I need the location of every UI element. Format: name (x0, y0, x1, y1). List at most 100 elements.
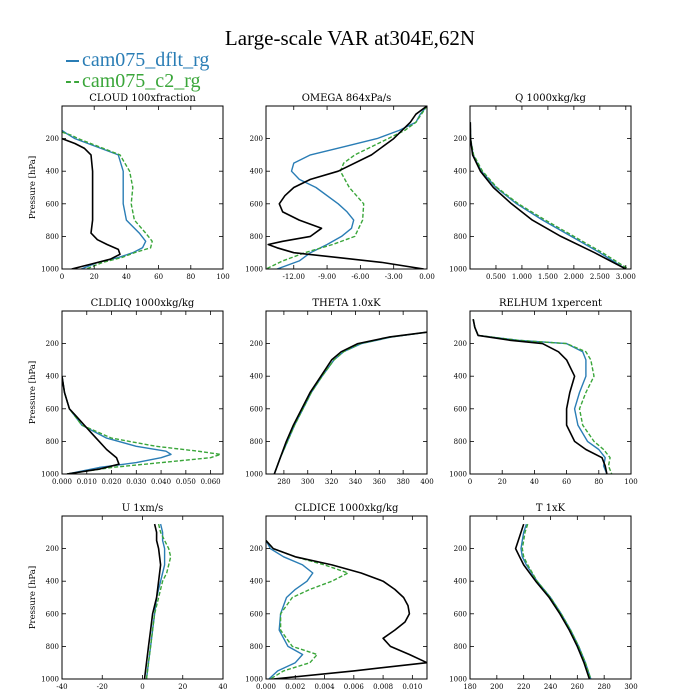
series-dflt-line (266, 540, 314, 679)
legend-swatch (66, 60, 79, 63)
x-tick-label: 0.030 (126, 478, 146, 486)
series-c2-line (470, 122, 629, 269)
y-tick-label: 400 (46, 168, 59, 176)
y-tick-label: 800 (46, 438, 59, 446)
x-tick-label: 80 (186, 273, 195, 281)
y-tick-label: 200 (454, 135, 467, 143)
y-tick-label: 1000 (449, 676, 467, 684)
y-tick-label: 400 (454, 578, 467, 586)
x-tick-label: 180 (463, 683, 476, 691)
x-tick-label: 380 (396, 478, 409, 486)
y-tick-label: 200 (46, 545, 59, 553)
x-tick-label: -12.00 (283, 273, 305, 281)
panel-title: T 1xK (536, 503, 566, 514)
legend-label: cam075_c2_rg (82, 70, 201, 92)
y-tick-label: 600 (250, 405, 263, 413)
series-group (266, 539, 427, 679)
x-tick-label: 0 (60, 273, 64, 281)
y-tick-label: 200 (250, 545, 263, 553)
panel-4: CLDLIQ 1000xkg/kg 0.000 0.010 0.020 0.030 0.0… (28, 298, 224, 486)
y-tick-label: 800 (454, 643, 467, 651)
x-tick-label: 0.060 (201, 478, 221, 486)
y-tick-label: 600 (454, 610, 467, 618)
series-group (266, 106, 427, 269)
x-tick-label: 0.000 (256, 683, 276, 691)
y-tick-label: 800 (454, 233, 467, 241)
y-tick-label: 1000 (41, 471, 59, 479)
series-group (472, 318, 613, 474)
legend-entry-c2: cam075_c2_rg (66, 70, 201, 93)
y-tick-label: 400 (250, 168, 263, 176)
series-group (143, 523, 172, 679)
plot-frame (469, 105, 632, 270)
series-control-line (470, 122, 627, 269)
x-tick-label: 240 (544, 683, 557, 691)
y-tick-label: 800 (250, 643, 263, 651)
x-tick-label: 360 (373, 478, 386, 486)
series-control-line (62, 376, 120, 474)
series-group (273, 331, 427, 474)
x-tick-label: 280 (277, 478, 290, 486)
series-c2-line (266, 106, 427, 269)
series-group (514, 523, 592, 679)
series-control-line (267, 106, 427, 269)
y-axis-label: Pressure [hPa] (28, 566, 38, 629)
x-tick-label: 0.040 (151, 478, 171, 486)
x-tick-label: 0.010 (402, 683, 422, 691)
y-tick-label: 200 (250, 340, 263, 348)
series-control-line (514, 523, 591, 679)
y-tick-label: 1000 (41, 676, 59, 684)
series-dflt-line (62, 129, 147, 269)
series-dflt-line (273, 331, 427, 474)
y-tick-label: 600 (250, 610, 263, 618)
x-tick-label: 200 (490, 683, 503, 691)
legend-swatch (66, 81, 79, 84)
y-tick-label: 400 (250, 373, 263, 381)
y-tick-label: 1000 (245, 676, 263, 684)
plot-frame (61, 105, 224, 270)
y-tick-label: 600 (46, 200, 59, 208)
series-group (62, 376, 222, 474)
y-tick-label: 600 (46, 610, 59, 618)
y-tick-label: 200 (454, 545, 467, 553)
panel-title: CLOUD 100xfraction (89, 93, 196, 104)
y-axis-label: Pressure [hPa] (28, 361, 38, 424)
y-tick-label: 400 (250, 578, 263, 586)
legend-entry-dflt: cam075_dflt_rg (66, 49, 209, 72)
series-c2-line (273, 331, 427, 474)
y-tick-label: 400 (454, 168, 467, 176)
y-tick-label: 800 (46, 643, 59, 651)
x-tick-label: 0.500 (486, 273, 506, 281)
x-tick-label: 60 (562, 478, 571, 486)
panel-6: RELHUM 1xpercent 0 20 40 60 80 100 200 400 600 800… (449, 298, 638, 486)
panel-9: T 1xK 180 200 220 240 260 280 300 200 400 600 800 10… (449, 503, 638, 691)
series-c2-line (521, 523, 592, 679)
x-tick-label: 220 (517, 683, 530, 691)
x-tick-label: 0.000 (52, 478, 72, 486)
series-dflt-line (470, 122, 627, 269)
series-c2-line (266, 540, 349, 679)
x-tick-label: 40 (530, 478, 539, 486)
x-tick-label: 1.000 (512, 273, 532, 281)
series-c2-line (62, 376, 222, 474)
x-tick-label: -9.00 (318, 273, 336, 281)
panel-title: U 1xm/s (122, 503, 164, 514)
x-tick-label: 0.004 (315, 683, 336, 691)
panel-title: CLDICE 1000xkg/kg (295, 503, 399, 514)
y-tick-label: 1000 (449, 266, 467, 274)
x-tick-label: 340 (349, 478, 362, 486)
x-tick-label: 2.000 (564, 273, 584, 281)
panel-title: Q 1000xkg/kg (515, 93, 586, 104)
y-tick-label: 200 (454, 340, 467, 348)
plot-frame (469, 310, 632, 475)
x-tick-label: 0.008 (373, 683, 393, 691)
y-tick-label: 1000 (245, 471, 263, 479)
series-control-line (143, 523, 162, 679)
y-tick-label: 800 (454, 438, 467, 446)
x-tick-label: 0.010 (77, 478, 97, 486)
x-tick-label: 40 (219, 683, 228, 691)
legend-label: cam075_dflt_rg (82, 49, 210, 71)
y-tick-label: 1000 (41, 266, 59, 274)
x-tick-label: 280 (597, 683, 610, 691)
plot-frame (265, 515, 428, 680)
